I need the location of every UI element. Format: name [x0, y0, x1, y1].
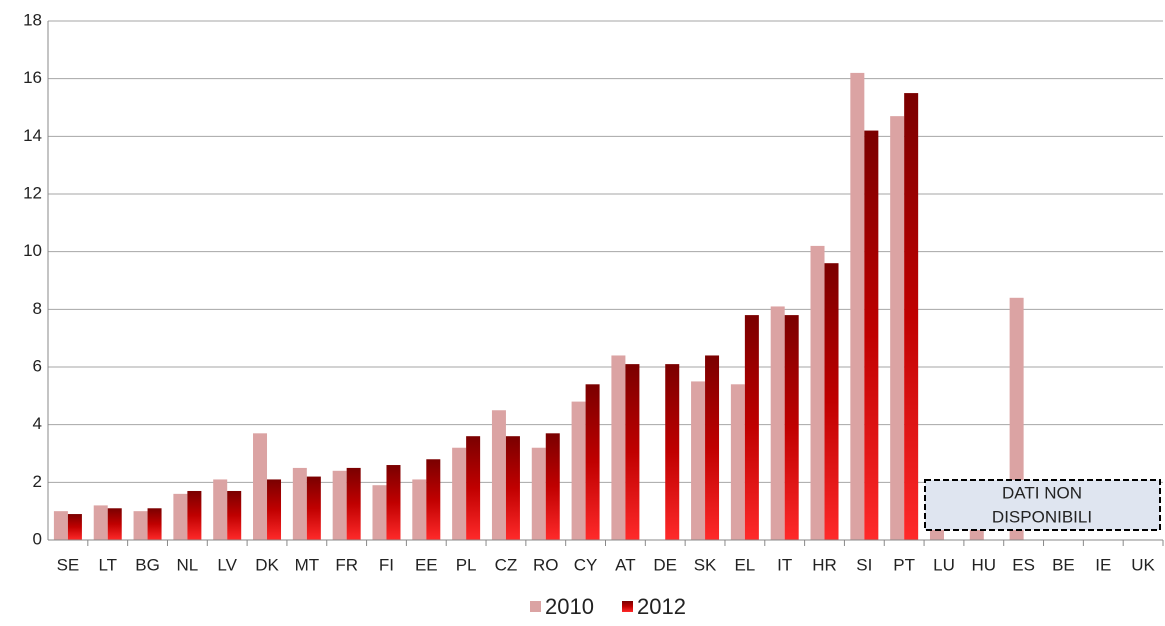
- bar: [864, 130, 879, 541]
- x-tick-label: UK: [1131, 555, 1155, 574]
- x-tick-label: SE: [57, 555, 80, 574]
- x-tick-label: CZ: [495, 555, 518, 574]
- x-tick-label: FR: [335, 555, 358, 574]
- bar: [332, 470, 347, 540]
- x-tick-label: BG: [135, 555, 160, 574]
- bar: [53, 511, 68, 540]
- y-tick-label: 8: [33, 299, 42, 318]
- bar: [253, 433, 268, 540]
- x-tick-label: LV: [217, 555, 237, 574]
- y-tick-label: 4: [33, 414, 42, 433]
- x-tick-label: CY: [574, 555, 598, 574]
- bar: [625, 364, 640, 540]
- bar: [372, 485, 387, 540]
- x-tick-label: IE: [1095, 555, 1111, 574]
- bar: [292, 467, 307, 540]
- legend-swatch: [530, 601, 541, 612]
- y-tick-label: 12: [23, 183, 42, 202]
- y-tick-label: 6: [33, 356, 42, 375]
- bar: [386, 465, 401, 540]
- bar: [306, 476, 321, 540]
- bar: [784, 315, 799, 540]
- x-tick-label: ES: [1012, 555, 1035, 574]
- x-tick-label: RO: [533, 555, 559, 574]
- annotation: DISPONIBILI: [992, 507, 1092, 526]
- bar: [412, 479, 427, 540]
- bar: [890, 116, 905, 541]
- bar: [691, 381, 706, 540]
- x-tick-label: LT: [98, 555, 117, 574]
- bar: [147, 508, 162, 540]
- bar: [571, 401, 586, 540]
- y-tick-label: 16: [23, 68, 42, 87]
- bar: [705, 355, 720, 540]
- bar: [187, 490, 202, 540]
- bar: [67, 514, 82, 540]
- bar: [810, 245, 825, 540]
- y-tick-label: 2: [33, 472, 42, 491]
- x-tick-label: DE: [653, 555, 677, 574]
- x-tick-label: BE: [1052, 555, 1075, 574]
- bar: [611, 355, 626, 540]
- bar: [730, 384, 745, 540]
- x-tick-label: DK: [255, 555, 279, 574]
- bar: [426, 459, 441, 540]
- x-tick-label: SK: [694, 555, 717, 574]
- x-tick-label: FI: [379, 555, 394, 574]
- annotation: DATI NON: [1002, 483, 1082, 502]
- x-tick-label: EE: [415, 555, 438, 574]
- y-tick-label: 18: [23, 10, 42, 29]
- bar: [770, 306, 785, 540]
- x-tick-label: NL: [177, 555, 199, 574]
- bar: [107, 508, 122, 540]
- x-tick-label: IT: [777, 555, 792, 574]
- x-tick-label: MT: [295, 555, 320, 574]
- bar: [213, 479, 228, 540]
- bar: [744, 315, 759, 540]
- bar: [665, 364, 680, 540]
- legend-label: 2010: [545, 594, 594, 619]
- bar: [585, 384, 600, 540]
- bar: [133, 511, 148, 540]
- bar: [929, 528, 944, 540]
- bar: [346, 467, 361, 540]
- bar: [452, 447, 467, 540]
- bar: [505, 436, 520, 540]
- bar: [850, 72, 865, 541]
- bar: [173, 493, 188, 540]
- x-tick-label: PT: [893, 555, 915, 574]
- annotation-box: [924, 479, 1161, 531]
- bar: [824, 263, 839, 540]
- x-tick-label: EL: [734, 555, 755, 574]
- bar: [93, 505, 108, 540]
- x-tick-label: AT: [615, 555, 635, 574]
- bar: [227, 490, 242, 540]
- x-tick-label: SI: [856, 555, 872, 574]
- y-tick-label: 10: [23, 241, 42, 260]
- x-tick-label: HU: [972, 555, 997, 574]
- bar: [466, 436, 481, 540]
- bar: [491, 410, 506, 540]
- legend-label: 2012: [637, 594, 686, 619]
- x-tick-label: LU: [933, 555, 955, 574]
- x-tick-label: HR: [812, 555, 837, 574]
- legend-swatch: [622, 601, 633, 612]
- x-tick-label: PL: [456, 555, 477, 574]
- bar: [267, 479, 282, 540]
- bar: [904, 93, 919, 540]
- y-tick-label: 0: [33, 529, 42, 548]
- bar: [545, 433, 560, 540]
- y-tick-label: 14: [23, 126, 42, 145]
- bar: [531, 447, 546, 540]
